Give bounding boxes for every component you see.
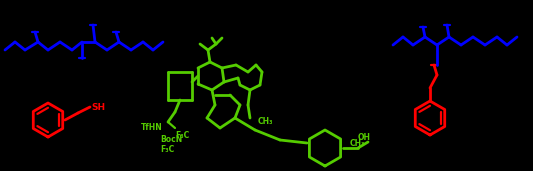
Text: CH₃: CH₃ <box>350 139 366 148</box>
Text: TfHN: TfHN <box>141 123 163 133</box>
Text: CH₃: CH₃ <box>258 117 273 127</box>
Text: F₃C: F₃C <box>160 146 174 155</box>
Text: OH: OH <box>358 134 371 142</box>
Text: SH: SH <box>91 102 105 111</box>
Text: F₃C: F₃C <box>175 131 189 141</box>
Text: BocN: BocN <box>160 135 182 144</box>
